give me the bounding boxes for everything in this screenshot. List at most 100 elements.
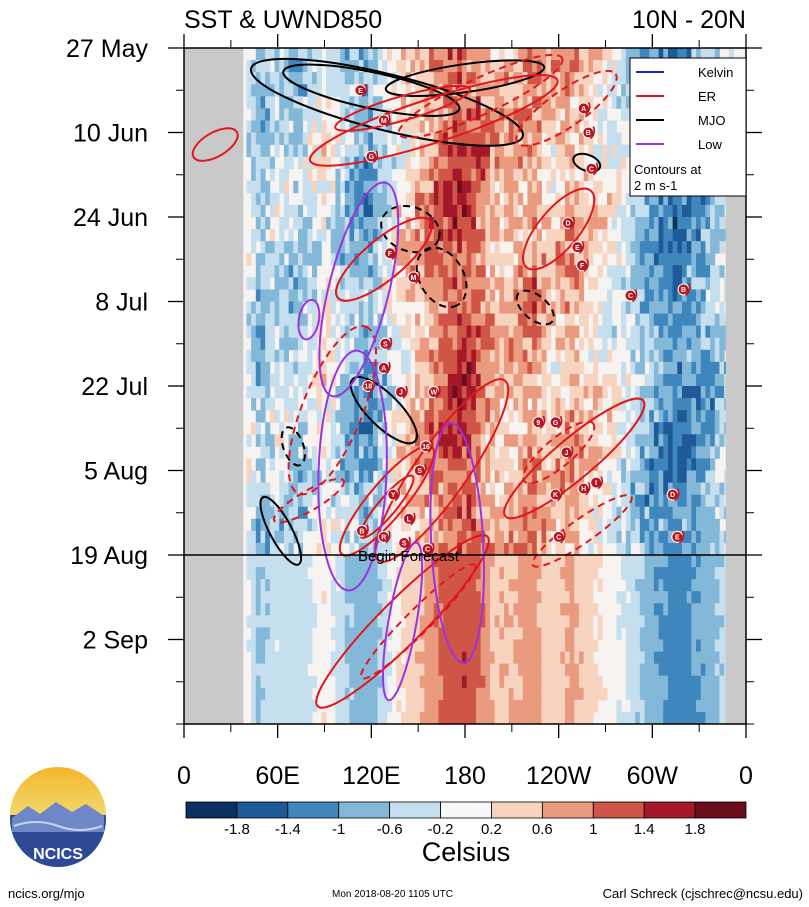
storm-letter: J xyxy=(565,450,569,457)
storm-marker: A xyxy=(577,102,591,115)
logo-mountains xyxy=(12,802,104,832)
er-contour xyxy=(308,74,559,167)
storm-marker: J xyxy=(394,385,408,399)
mjo-contour xyxy=(259,495,303,566)
storm-marker-swirl xyxy=(539,415,546,429)
y-tick-label: 24 Jun xyxy=(73,204,148,232)
mjo-contour xyxy=(415,246,468,309)
storm-marker-swirl xyxy=(567,446,574,460)
storm-marker-swirl xyxy=(414,271,421,284)
storm-letter: E xyxy=(575,245,580,252)
colorbar-swatch xyxy=(491,801,543,819)
y-tick-label: 10 Jun xyxy=(73,120,148,148)
storm-marker-swirl xyxy=(361,83,368,97)
storm-letter: E xyxy=(675,534,680,541)
legend-box xyxy=(629,57,747,197)
colorbar-tick-label: -1.8 xyxy=(224,821,250,838)
storm-marker-swirl xyxy=(385,530,391,544)
storm-letter: C xyxy=(556,534,561,541)
storm-letter: G xyxy=(553,420,559,427)
storm-letter: L xyxy=(407,516,412,523)
storm-letter: H xyxy=(581,486,586,493)
chart-title-right: 10N - 20N xyxy=(632,6,746,34)
mjo-contour xyxy=(349,376,418,445)
colorbar-tick-label: 1.8 xyxy=(685,821,706,838)
storm-letter: Y xyxy=(391,492,396,499)
storm-marker-swirl xyxy=(578,240,585,254)
colorbar-tick-label: 1 xyxy=(589,821,597,838)
legend-label-er: ER xyxy=(698,89,716,104)
storm-letter: B xyxy=(586,130,591,137)
storm-marker: C xyxy=(624,289,638,303)
storm-letter: S xyxy=(383,341,388,348)
storm-marker: F xyxy=(384,246,397,260)
storm-letter: 16 xyxy=(422,444,430,451)
storm-marker: A xyxy=(377,361,391,375)
storm-marker-swirl xyxy=(385,114,391,128)
colorbar-tick-label: 0.6 xyxy=(532,821,553,838)
er-contour xyxy=(359,563,477,680)
storm-marker: L xyxy=(402,512,416,526)
tropical-cyclone-tracks: E M G A B C D E F F M C B S A 18 J W 9 G J 16 S Y K H I D L B R S C E C xyxy=(354,83,691,556)
storm-marker: C xyxy=(421,542,435,556)
x-tick-label: 60E xyxy=(255,762,299,790)
er-contour xyxy=(191,127,239,162)
storm-marker: S xyxy=(398,536,411,550)
colorbar-swatch xyxy=(592,801,645,819)
storm-marker: C xyxy=(585,162,599,176)
mjo-contour xyxy=(249,57,524,147)
storm-marker-swirl xyxy=(427,440,433,453)
storm-marker-swirl xyxy=(569,216,575,230)
storm-letter: C xyxy=(589,166,594,173)
er-contour xyxy=(397,53,564,139)
er-contour xyxy=(531,494,633,568)
storm-marker: J xyxy=(560,446,574,460)
er-contour xyxy=(373,378,510,563)
storm-marker-swirl xyxy=(372,150,379,164)
storm-marker-swirl xyxy=(557,415,563,429)
er-contour xyxy=(335,216,433,302)
colorbar-swatch xyxy=(643,801,696,819)
storm-marker: E xyxy=(571,240,585,254)
storm-marker: D xyxy=(562,216,575,230)
storm-letter: C xyxy=(425,547,430,554)
colorbar-tick-label: -1 xyxy=(332,821,345,838)
storm-marker: G xyxy=(365,150,379,164)
storm-marker-swirl xyxy=(386,337,393,351)
mjo-contour xyxy=(380,204,441,254)
storm-marker: B xyxy=(677,283,691,297)
x-tick-label: 0 xyxy=(739,762,753,790)
storm-marker: F xyxy=(576,258,589,272)
mjo-contour xyxy=(515,289,555,326)
x-tick-label: 120E xyxy=(342,762,400,790)
low-contour xyxy=(317,349,388,592)
storm-letter: F xyxy=(580,263,585,270)
storm-letter: K xyxy=(553,492,558,499)
storm-marker-swirl xyxy=(585,102,591,115)
colorbar-tick-label: -0.6 xyxy=(377,821,403,838)
storm-letter: M xyxy=(411,275,417,282)
low-contour xyxy=(318,181,400,398)
colorbar-swatch xyxy=(440,801,492,819)
low-contour xyxy=(381,541,424,702)
x-tick-label: 180 xyxy=(444,762,486,790)
storm-letter: A xyxy=(381,365,386,372)
storm-marker: G xyxy=(549,415,563,429)
storm-letter: R xyxy=(381,534,386,541)
storm-marker-swirl xyxy=(583,258,589,272)
storm-marker-swirl xyxy=(674,488,680,502)
legend: Kelvin ER MJO Low Contours at 2 m s-1 xyxy=(629,57,747,197)
storm-letter: 18 xyxy=(364,384,372,391)
storm-marker: E xyxy=(671,530,685,544)
storm-marker: S xyxy=(413,464,427,478)
storm-marker-swirl xyxy=(678,530,685,544)
storm-marker-swirl xyxy=(391,246,397,260)
storm-marker-swirl xyxy=(394,488,400,502)
storm-marker-swirl xyxy=(405,536,411,550)
storm-letter: B xyxy=(681,287,686,294)
storm-letter: C xyxy=(628,293,633,300)
footer-author: Carl Schreck (cjschrec@ncsu.edu) xyxy=(603,886,803,901)
storm-marker-swirl xyxy=(560,530,566,544)
colorbar-swatch xyxy=(236,801,289,819)
